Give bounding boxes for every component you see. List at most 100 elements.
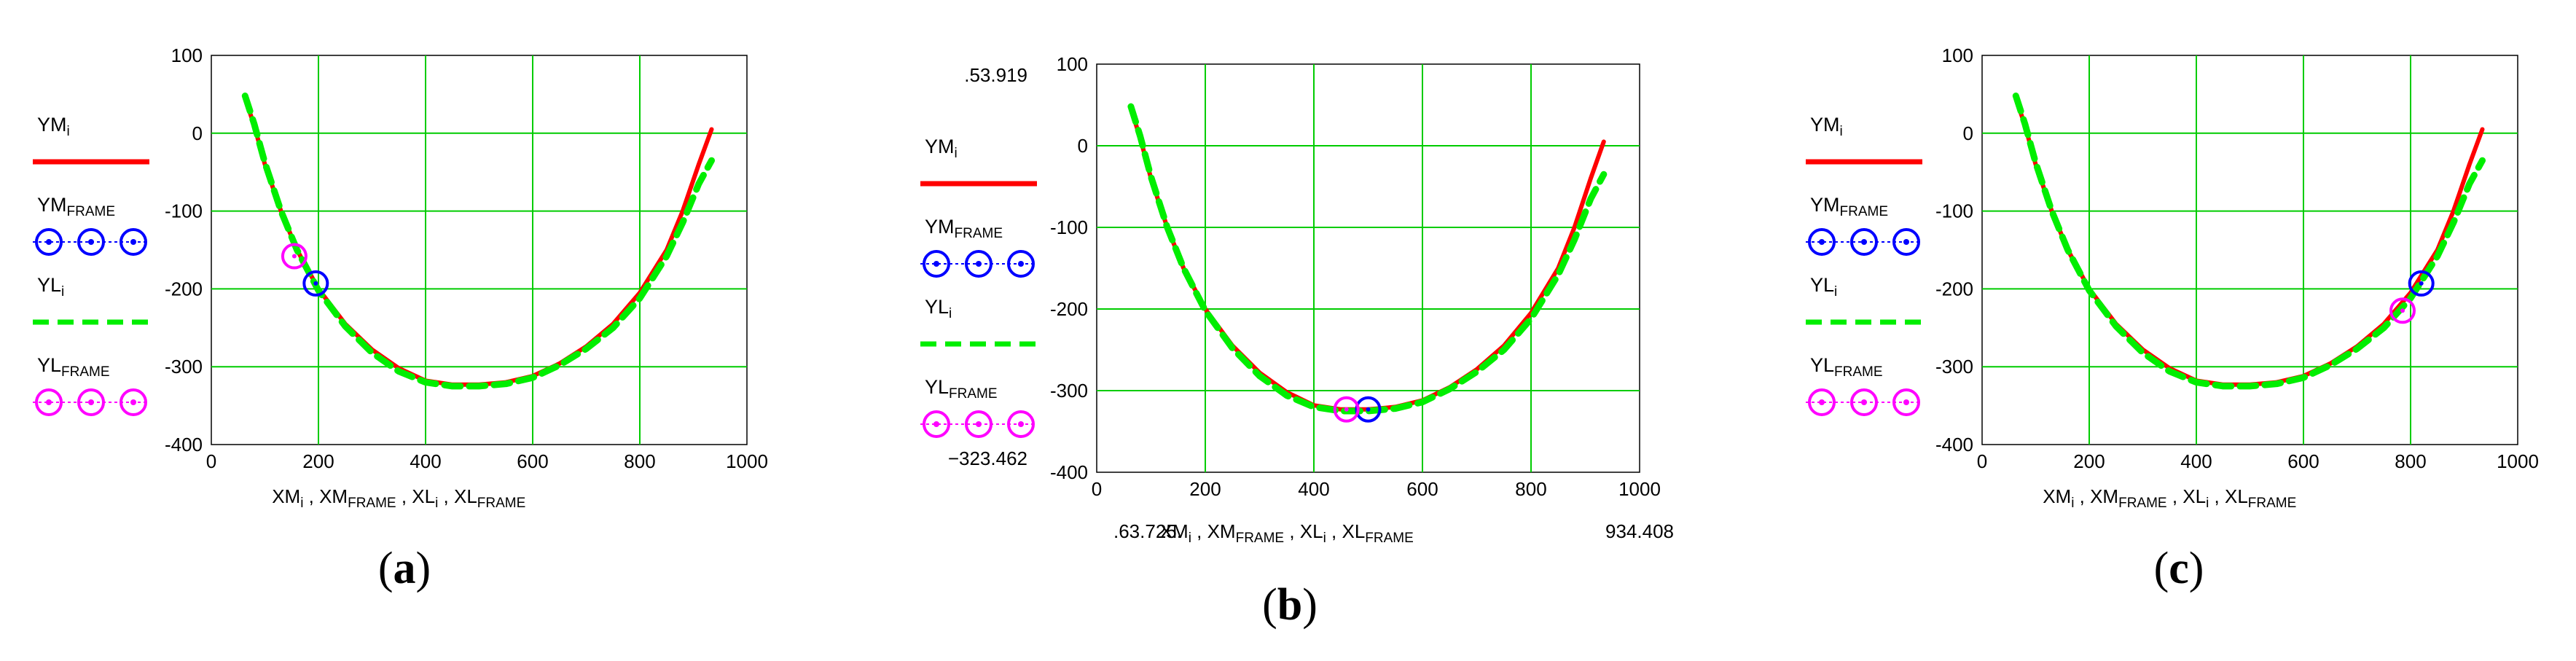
legend-swatch-dot: [933, 261, 939, 267]
x-axis-label-part: XM: [1160, 520, 1189, 542]
legend-label-sub: FRAME: [949, 386, 998, 402]
x-axis-label-sub: i: [300, 496, 303, 511]
panel-caption-part: (: [1262, 580, 1277, 630]
legend-label-part: YL: [925, 376, 949, 398]
x-tick-label: 600: [2287, 450, 2319, 472]
chart-panel-a: 0 200 400 600 800 10001000-100-200-300-400XMi…: [33, 44, 768, 593]
y-tick-label: -400: [1935, 434, 1973, 455]
x-axis-label-sub: FRAME: [1236, 531, 1285, 546]
series-ym-frame-point: [2408, 270, 2435, 297]
legend-swatch-dot: [1861, 399, 1867, 405]
legend-swatch-dot: [88, 239, 94, 245]
x-tick-label: 400: [1298, 478, 1329, 500]
x-tick-label: 800: [624, 450, 655, 472]
legend-swatch-dot: [130, 399, 136, 405]
series-yl-frame-point: [281, 243, 308, 270]
series-ym-frame-point: [302, 270, 329, 297]
panel-caption-part: b: [1277, 580, 1302, 630]
legend-swatch-circle: [1808, 228, 1836, 256]
legend-label-sub: FRAME: [1840, 204, 1889, 219]
y-tick-label: -200: [1935, 278, 1973, 300]
legend-swatch-circle: [923, 250, 950, 278]
legend-swatch-dot: [1903, 239, 1909, 245]
series-point-dot: [313, 281, 318, 286]
legend-swatch-dot: [1903, 399, 1909, 405]
legend-label-part: YM: [37, 194, 67, 216]
y-tick-label: -100: [165, 200, 203, 222]
legend-label: YLi: [1810, 274, 1837, 300]
y-tick-label: -300: [1050, 380, 1088, 402]
panel-caption-part: a: [394, 544, 416, 593]
x-tick-label: 0: [1092, 478, 1102, 500]
legend-label-sub: i: [1834, 284, 1837, 300]
panel-caption-part: (: [378, 544, 394, 593]
plot-area: [1096, 63, 1640, 473]
x-axis-label: XMi , XMFRAME , XLi , XLFRAME: [2043, 485, 2296, 511]
x-max-readout: 934.408: [1605, 520, 1674, 542]
y-tick-label: -400: [1050, 461, 1088, 483]
x-tick-label: 600: [517, 450, 548, 472]
x-tick-label: 400: [410, 450, 441, 472]
y-max-readout: .53.919: [964, 64, 1027, 86]
legend-swatch-circle: [77, 388, 105, 416]
series-point-dot: [1344, 407, 1349, 412]
legend-label-part: YL: [37, 354, 61, 376]
legend-label: YLi: [37, 274, 64, 300]
x-axis-label-part: , XL: [1326, 520, 1365, 542]
legend-label: YLFRAME: [925, 376, 998, 402]
x-axis-label-sub: i: [2206, 496, 2209, 511]
legend-label-part: YM: [1810, 194, 1840, 216]
legend-swatch-circle: [35, 388, 63, 416]
x-axis-label-sub: FRAME: [2248, 496, 2297, 511]
x-axis-label-sub: FRAME: [348, 496, 396, 511]
legend-label: YMFRAME: [925, 216, 1003, 241]
legend-label: YLFRAME: [37, 354, 110, 380]
legend-label-part: YL: [925, 296, 949, 318]
series-yl-i-line: [241, 93, 715, 390]
y-tick-label: -200: [165, 278, 203, 300]
y-tick-label: 0: [1963, 122, 1973, 144]
series-point-dot: [2419, 281, 2424, 286]
y-tick-label: 0: [192, 122, 203, 144]
panel-caption: (c): [2154, 544, 2204, 593]
legend-swatch-circle: [965, 250, 993, 278]
x-tick-label: 200: [1189, 478, 1221, 500]
x-axis-label-part: , XL: [396, 485, 435, 507]
panel-caption-part: (: [2154, 544, 2169, 593]
legend-swatch-dot: [46, 239, 52, 245]
x-tick-label: 0: [206, 450, 216, 472]
x-tick-label: 600: [1406, 478, 1438, 500]
legend-swatch-circle: [1007, 410, 1035, 438]
legend-label-part: YM: [37, 114, 67, 136]
y-tick-label: -300: [165, 356, 203, 378]
legend-swatch-dot: [1819, 399, 1825, 405]
x-axis-label-part: , XL: [438, 485, 477, 507]
legend-label: YMi: [1810, 114, 1843, 139]
legend-label-part: YL: [1810, 274, 1834, 296]
legend-swatch-circle: [120, 228, 147, 256]
legend-label-part: YM: [925, 136, 955, 157]
x-axis-label-part: , XL: [2209, 485, 2247, 507]
x-axis-label-part: , XM: [303, 485, 348, 507]
x-tick-label: 0: [1977, 450, 1987, 472]
x-axis-label-sub: i: [2071, 496, 2074, 511]
x-axis-label: XMi , XMFRAME , XLi , XLFRAME: [272, 485, 525, 511]
y-tick-label: -100: [1050, 216, 1088, 238]
series-point-dot: [2400, 308, 2405, 313]
legend-label-sub: i: [67, 124, 70, 139]
panel-caption-part: ): [2189, 544, 2204, 593]
series-yl-frame-point: [2389, 297, 2416, 324]
panel-caption: (a): [378, 544, 431, 593]
legend-swatch-dot: [933, 421, 939, 427]
x-axis-label-sub: i: [1323, 531, 1326, 546]
x-tick-label: 200: [2073, 450, 2105, 472]
legend-label-sub: i: [955, 146, 958, 161]
series-yl-frame-point: [1333, 396, 1360, 423]
legend-label-sub: FRAME: [61, 364, 110, 380]
x-axis-label-sub: FRAME: [2118, 496, 2167, 511]
panel-caption-part: ): [416, 544, 431, 593]
panel-caption-part: ): [1302, 580, 1318, 630]
legend-swatch-circle: [120, 388, 147, 416]
legend-label-part: YM: [925, 216, 955, 238]
